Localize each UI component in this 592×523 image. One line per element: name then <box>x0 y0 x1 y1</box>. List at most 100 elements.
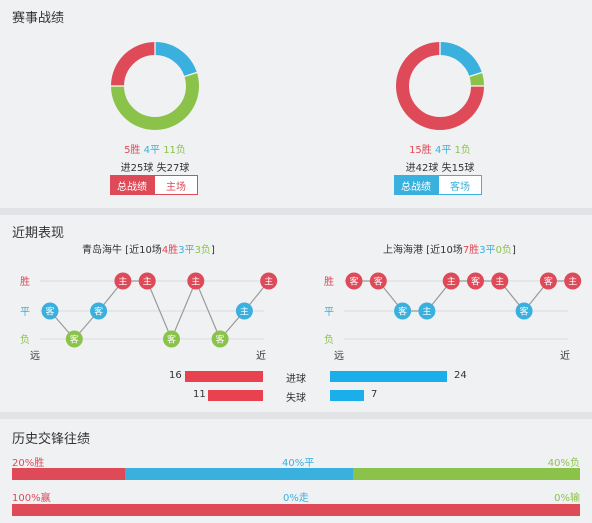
away-recent-draws: 3平 <box>479 245 496 256</box>
section-title-h2h: 历史交锋往绩 <box>12 432 91 447</box>
away-form-venue: 客 <box>520 306 529 318</box>
h2h-cover-win-pct: 100%赢 <box>12 493 51 504</box>
recent-form-chart: 胜平负远 近客客客主 主客主客主主 胜平负远 近客 客客 主主客主客客主 <box>20 272 582 362</box>
home-form-point <box>138 272 156 290</box>
home-form-point <box>235 302 253 320</box>
section-title-recent: 近期表现 <box>12 226 65 241</box>
home-recent-suffix: ] <box>210 245 215 256</box>
h2h-loss-bar <box>353 468 580 480</box>
away-form-point <box>394 302 412 320</box>
home-form-point <box>163 330 180 348</box>
home-form-point <box>114 272 132 290</box>
home-goals-against: 失27球 <box>156 163 190 174</box>
away-team-name: 上海海港 <box>383 245 423 256</box>
away-recent-title: 上海海港 [近10场7胜3平0负] <box>383 241 516 256</box>
h2h-draw-pct: 40%平 <box>282 458 315 469</box>
home-recent-title: 青岛海牛 [近10场4胜3平3负] <box>82 241 215 256</box>
away-record-tabs: 总战绩 客场 <box>394 175 482 195</box>
tab-home-side[interactable]: 主场 <box>154 175 198 195</box>
divider <box>0 208 592 215</box>
home-goals-against-value: 11 <box>193 389 206 400</box>
home-form-line <box>49 279 270 341</box>
away-form-venue: 客 <box>398 306 407 318</box>
away-form-point <box>369 272 387 290</box>
home-y-label-loss: 负 <box>20 333 30 346</box>
h2h-loss-pct: 40%负 <box>547 458 580 469</box>
home-x-label-far: 远 <box>30 350 40 362</box>
away-form-venue: 主 <box>568 276 577 288</box>
away-goals-against: 失15球 <box>441 163 475 174</box>
home-losses: 11负 <box>163 145 186 156</box>
h2h-draw-bar <box>125 468 353 480</box>
section-title-record: 赛事战绩 <box>12 11 65 26</box>
away-form-point <box>418 302 436 320</box>
home-y-label-win: 胜 <box>20 276 30 288</box>
home-form-venue: 客 <box>45 306 54 318</box>
away-form-point <box>564 272 582 290</box>
home-record-stats: 5胜 4平 11负 进25球 失27球 <box>75 141 235 174</box>
home-wins: 5胜 <box>124 145 141 156</box>
home-goals-for: 进25球 <box>120 163 154 174</box>
h2h-win-bar <box>12 468 125 480</box>
home-goals-for-bar <box>185 371 263 382</box>
away-slice-separator <box>469 71 483 77</box>
away-goals-for-bar <box>330 371 447 382</box>
home-form-venue: 客 <box>167 334 176 346</box>
away-losses: 1负 <box>454 145 471 156</box>
away-y-label-win: 胜 <box>324 276 334 288</box>
home-form-venue: 主 <box>143 276 152 288</box>
home-record-donut <box>111 42 199 130</box>
home-form-venue: 客 <box>70 334 79 346</box>
record-panel: 赛事战绩 5胜 4平 11负 进25球 失27球 15胜 4平 1负 进42球 … <box>0 0 592 208</box>
away-form-point <box>467 272 484 290</box>
home-goals-against-bar <box>208 390 263 401</box>
home-goals-for-value: 16 <box>169 370 182 381</box>
head-to-head-panel: 历史交锋往绩 20%胜 40%平 40%负 100%赢 0%走 0%输 <box>0 419 592 523</box>
home-record-tabs: 总战绩 主场 <box>110 175 198 195</box>
away-form-line <box>354 280 573 312</box>
home-form-point <box>90 302 108 320</box>
home-form-venue: 客 <box>94 306 103 318</box>
home-draws: 4平 <box>143 145 160 156</box>
h2h-win-pct: 20%胜 <box>12 458 45 469</box>
home-form-point <box>211 330 229 348</box>
away-form-venue: 客 <box>374 276 383 288</box>
home-slice-separator <box>184 71 198 77</box>
away-goals-against-bar <box>330 390 364 401</box>
away-recent-wins: 7胜 <box>462 245 480 256</box>
away-form-venue: 主 <box>447 276 456 288</box>
home-x-label-near: 近 <box>256 349 266 362</box>
away-goals-for-value: 24 <box>454 370 467 381</box>
away-form-point <box>442 272 460 290</box>
away-form-venue: 客 <box>349 276 358 288</box>
h2h-cover-win-bar <box>12 504 580 516</box>
home-y-label-draw: 平 <box>20 307 30 318</box>
away-form-point <box>345 272 363 290</box>
home-recent-draws: 3平 <box>178 245 195 256</box>
tab-home-total[interactable]: 总战绩 <box>110 175 154 195</box>
away-draws: 4平 <box>434 145 452 156</box>
divider <box>0 412 592 419</box>
tab-away-side[interactable]: 客场 <box>438 175 482 195</box>
away-goals-for: 进42球 <box>405 163 439 174</box>
away-x-label-far: 远 <box>334 350 344 362</box>
home-form-venue: 主 <box>240 306 249 318</box>
home-form-venue: 主 <box>264 276 273 288</box>
goals-for-label: 进球 <box>286 374 306 385</box>
home-recent-losses: 3负 <box>194 245 211 256</box>
home-form-point <box>65 330 83 348</box>
goals-against-label: 失球 <box>286 393 306 404</box>
home-team-name: 青岛海牛 <box>82 245 122 256</box>
away-y-label-draw: 平 <box>324 307 334 318</box>
away-form-point <box>539 272 557 290</box>
home-form-venue: 主 <box>118 276 127 288</box>
tab-away-total[interactable]: 总战绩 <box>394 175 438 195</box>
h2h-cover-push-pct: 0%走 <box>283 493 309 504</box>
home-form-point <box>187 272 205 290</box>
home-recent-prefix: [近10场 <box>122 245 162 256</box>
away-goals-against-value: 7 <box>371 389 378 400</box>
away-y-label-loss: 负 <box>324 333 334 346</box>
away-form-venue: 主 <box>495 276 504 288</box>
away-recent-suffix: ] <box>511 245 516 256</box>
away-form-venue: 客 <box>471 276 480 288</box>
